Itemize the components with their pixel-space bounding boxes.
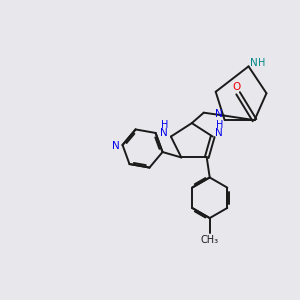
Text: H: H bbox=[160, 120, 168, 130]
Text: H: H bbox=[216, 120, 223, 130]
Text: O: O bbox=[232, 82, 241, 92]
Text: N: N bbox=[160, 128, 168, 138]
Text: CH₃: CH₃ bbox=[201, 235, 219, 244]
Text: H: H bbox=[258, 58, 266, 68]
Text: N: N bbox=[112, 142, 120, 152]
Text: N: N bbox=[215, 128, 223, 138]
Text: N: N bbox=[250, 58, 258, 68]
Text: N: N bbox=[215, 109, 223, 119]
